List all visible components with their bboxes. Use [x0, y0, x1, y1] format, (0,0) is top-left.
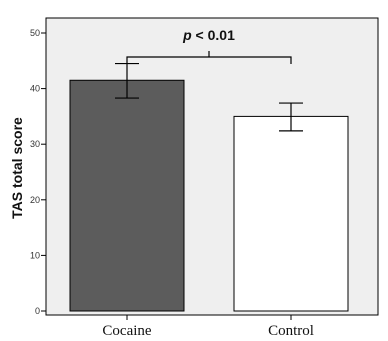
bar-control — [233, 115, 349, 312]
y-axis-ticks: 0 10 20 30 40 50 — [30, 28, 46, 316]
bars — [69, 79, 349, 312]
error-bars — [115, 62, 303, 132]
y-axis-title: TAS total score — [9, 117, 25, 219]
significance-label: p < 0.01 — [182, 27, 235, 43]
y-tick-label: 20 — [30, 195, 40, 205]
x-axis-categories: Cocaine Control — [102, 315, 314, 339]
y-tick-label: 10 — [30, 250, 40, 260]
significance-threshold: < 0.01 — [192, 27, 235, 43]
x-category-label: Control — [268, 323, 314, 339]
y-tick-label: 30 — [30, 139, 40, 149]
bar-cocaine — [69, 79, 185, 312]
y-tick-label: 50 — [30, 28, 40, 38]
y-tick-label: 40 — [30, 84, 40, 94]
x-category-label: Cocaine — [102, 323, 151, 339]
y-tick-label: 0 — [35, 306, 40, 316]
significance-p-symbol: p — [182, 27, 192, 43]
significance-annotation: p < 0.01 — [126, 27, 292, 64]
